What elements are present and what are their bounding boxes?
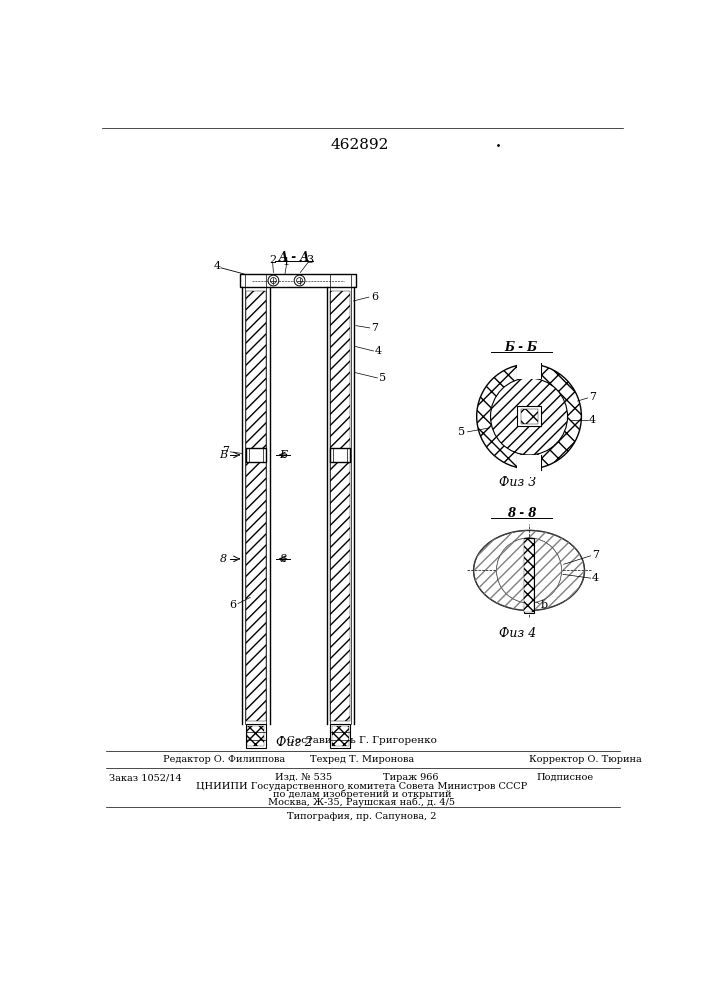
Text: по делам изобретений и открытий: по делам изобретений и открытий: [273, 790, 451, 799]
Text: 8: 8: [280, 554, 287, 564]
Text: A - A: A - A: [279, 251, 310, 264]
Text: 6: 6: [371, 292, 378, 302]
Bar: [246, 448, 266, 462]
Text: Б - Б: Б - Б: [505, 341, 538, 354]
Circle shape: [497, 538, 561, 603]
Text: 8 - 8: 8 - 8: [507, 507, 536, 520]
Text: Заказ 1052/14: Заказ 1052/14: [110, 773, 182, 782]
Text: 4: 4: [592, 573, 600, 583]
Bar: [247, 726, 264, 746]
Text: 7: 7: [592, 550, 600, 560]
Text: ЦНИИПИ Государственного комитета Совета Министров СССР: ЦНИИПИ Государственного комитета Совета …: [197, 782, 527, 791]
Text: b: b: [541, 600, 548, 610]
Text: Фиг 2: Фиг 2: [276, 736, 312, 749]
Text: Типография, пр. Сапунова, 2: Типография, пр. Сапунова, 2: [287, 812, 437, 821]
Bar: [525, 539, 534, 612]
Text: 4: 4: [589, 415, 596, 425]
Circle shape: [268, 275, 279, 286]
Text: Тираж 966: Тираж 966: [382, 773, 438, 782]
Text: Москва, Ж-35, Раушская наб., д. 4/5: Москва, Ж-35, Раушская наб., д. 4/5: [269, 797, 455, 807]
Ellipse shape: [474, 530, 585, 610]
Bar: [524, 538, 534, 613]
Circle shape: [497, 538, 561, 603]
Text: Изд. № 535: Изд. № 535: [275, 773, 332, 782]
Text: Б: Б: [219, 450, 228, 460]
Text: 4: 4: [375, 346, 382, 356]
Bar: [246, 724, 266, 748]
Text: 7: 7: [371, 323, 378, 333]
Text: 7: 7: [589, 392, 596, 402]
Text: 3: 3: [306, 255, 313, 265]
Bar: [330, 291, 351, 721]
Bar: [330, 724, 351, 748]
Text: Техред Т. Миронова: Техред Т. Миронова: [310, 755, 414, 764]
Text: 6: 6: [229, 600, 236, 610]
Bar: [246, 291, 266, 721]
Text: 7: 7: [222, 446, 229, 456]
Circle shape: [491, 378, 568, 455]
Bar: [517, 356, 542, 379]
Circle shape: [271, 278, 276, 284]
Text: Подписное: Подписное: [537, 773, 594, 782]
Bar: [330, 448, 351, 462]
Circle shape: [294, 275, 305, 286]
Text: Физ 4: Физ 4: [499, 627, 536, 640]
Text: Б: Б: [279, 450, 288, 460]
Text: Физ 3: Физ 3: [499, 476, 536, 489]
Text: 1: 1: [283, 257, 290, 267]
Text: Редактор О. Филиппова: Редактор О. Филиппова: [163, 755, 286, 764]
Bar: [520, 409, 537, 424]
Text: 8: 8: [220, 554, 227, 564]
Text: Составитель Г. Григоренко: Составитель Г. Григоренко: [287, 736, 437, 745]
Circle shape: [297, 278, 303, 284]
Bar: [517, 455, 542, 477]
Text: Корректор О. Тюрина: Корректор О. Тюрина: [529, 755, 642, 764]
Text: 462892: 462892: [330, 138, 389, 152]
Bar: [524, 538, 534, 603]
Bar: [240, 274, 356, 287]
Text: 5: 5: [458, 427, 465, 437]
Text: 5: 5: [379, 373, 386, 383]
Bar: [332, 726, 349, 746]
Text: 4: 4: [214, 261, 221, 271]
Circle shape: [477, 364, 581, 469]
Bar: [518, 406, 541, 426]
Text: 2: 2: [269, 255, 276, 265]
